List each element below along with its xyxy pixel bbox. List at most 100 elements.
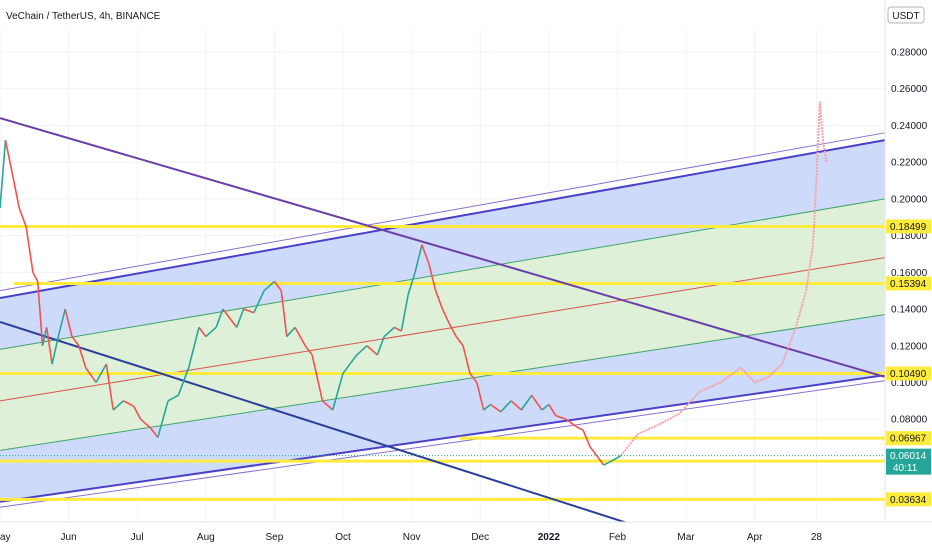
level-tag-bg (886, 366, 931, 381)
y-tick-label: 0.22000 (891, 158, 928, 169)
price-segment (565, 418, 577, 428)
price-series (0, 139, 622, 466)
channel-middle-band (0, 198, 885, 451)
x-tick-label: Aug (197, 532, 215, 543)
level-tag-bg (886, 219, 931, 234)
price-segment (455, 336, 464, 347)
price-axis: 0.28000 0.26000 0.24000 0.22000 0.20000 0.180… (884, 0, 932, 550)
y-tick-label: 0.10000 (891, 378, 928, 389)
price-segment (342, 363, 351, 374)
price-segment (32, 271, 39, 282)
price-segment (229, 317, 238, 328)
y-tick-label: 0.24000 (891, 121, 928, 132)
price-segment (331, 373, 344, 411)
price-segment (294, 327, 306, 347)
price-segment (263, 280, 275, 292)
price-segment (541, 403, 550, 411)
price-segment (610, 457, 618, 463)
y-tick-label: 0.08000 (891, 415, 928, 426)
x-tick-label: Jul (131, 532, 144, 543)
price-segment (253, 290, 265, 314)
price-segment (510, 400, 522, 411)
price-segment (575, 425, 584, 431)
currency-label: USDT (892, 11, 919, 22)
channel-median-line (0, 257, 886, 402)
price-segment (273, 281, 282, 292)
price-segment (469, 372, 478, 383)
level-tag-label: 0.10490 (890, 369, 927, 380)
channel-lower-mid-line (0, 314, 886, 451)
trendline (0, 117, 886, 378)
price-segment (105, 364, 114, 411)
price-segment (394, 326, 402, 332)
y-tick-label: 0.16000 (891, 268, 928, 279)
price-segment (421, 244, 430, 264)
price-segment (366, 345, 378, 356)
price-segment (286, 326, 296, 338)
price-segment (311, 354, 324, 402)
price-segment (140, 418, 152, 429)
x-tick-label: ay (0, 532, 11, 543)
price-segment (349, 354, 358, 365)
price-segment (414, 244, 423, 273)
x-tick-label: Mar (677, 532, 695, 543)
price-segment (167, 394, 179, 402)
price-segment (548, 404, 557, 416)
currency-button[interactable]: USDT (887, 6, 925, 24)
x-tick-label: 28 (811, 532, 823, 543)
price-segment (531, 394, 543, 411)
price-segment (356, 345, 368, 356)
price-segment (150, 427, 159, 439)
price-segment (205, 326, 217, 338)
trendline (0, 320, 659, 534)
price-segment (603, 460, 611, 466)
price-segment (85, 367, 97, 383)
channel-outer-top-line (0, 132, 886, 292)
price-segment (280, 290, 288, 337)
symbol-title: VeChain / TetherUS, 4h, BINANCE (6, 11, 161, 22)
price-segment (222, 308, 231, 319)
price-segment (112, 400, 125, 411)
projection-path (620, 101, 828, 457)
last-price-tag-bg (886, 448, 931, 475)
price-segment (4, 139, 15, 181)
price-segment (41, 327, 48, 346)
price-segment (177, 367, 190, 396)
price-segment (321, 400, 334, 411)
price-segment (589, 446, 598, 457)
price-segment (490, 403, 502, 413)
price-segment (476, 382, 485, 411)
x-tick-label: Jun (61, 532, 77, 543)
countdown-label: 40:11 (893, 463, 918, 474)
channel-lower-band (0, 314, 885, 502)
channel-outer-bottom-line (0, 380, 886, 508)
price-segment (215, 308, 224, 328)
price-segment (500, 400, 512, 413)
price-segment (57, 308, 66, 337)
channel-upper-mid-line (0, 198, 886, 350)
channel-upper-band (0, 140, 885, 350)
time-axis-bg (0, 522, 932, 550)
projection-series (620, 101, 828, 457)
x-tick-label: Sep (266, 532, 284, 543)
x-tick-label: 2022 (538, 532, 561, 543)
price-segment (582, 429, 591, 448)
price-segment (198, 326, 207, 338)
regression-channel (0, 132, 886, 508)
x-tick-label: Feb (609, 532, 627, 543)
price-segment (383, 326, 396, 338)
channel-upper-line (0, 139, 886, 300)
channel-lower-line (0, 374, 886, 503)
price-segment (45, 327, 53, 365)
y-tick-label: 0.26000 (891, 84, 928, 95)
price-segment (133, 405, 142, 420)
price-segment (18, 207, 27, 227)
price-segment (243, 308, 255, 314)
x-tick-label: Nov (403, 532, 421, 543)
price-segment (0, 140, 7, 209)
price-segment (400, 294, 409, 332)
price-segment (434, 290, 444, 310)
price-segment (617, 455, 622, 459)
